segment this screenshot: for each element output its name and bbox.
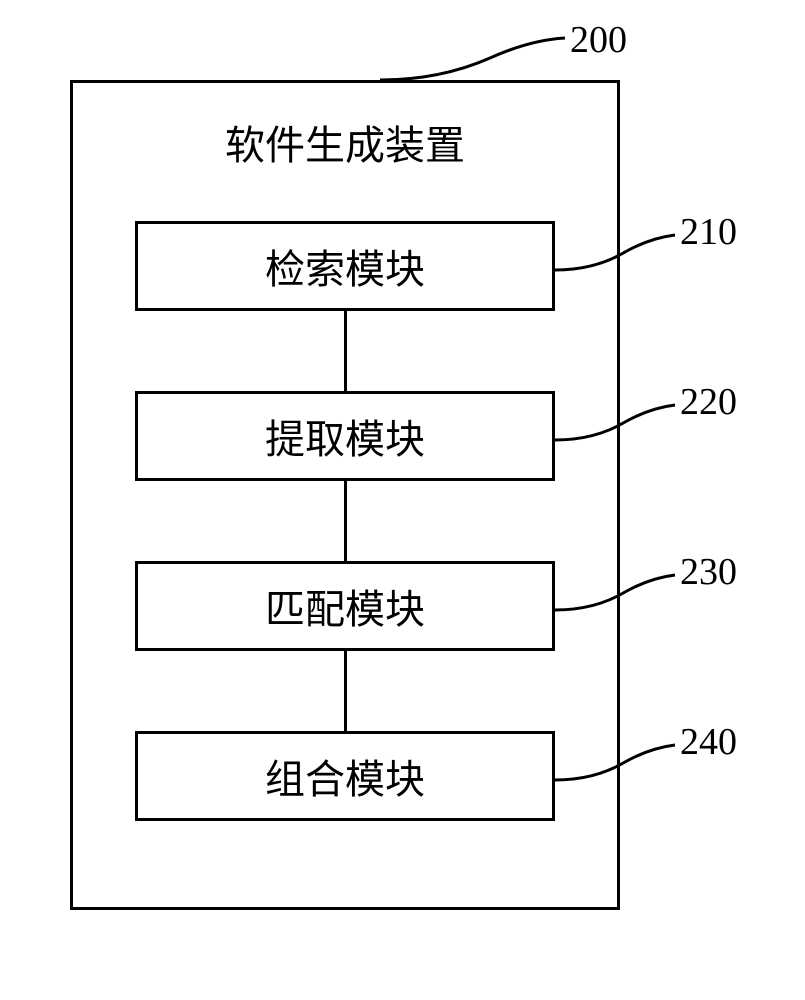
connector-line — [344, 651, 347, 731]
ref-label-container: 200 — [570, 18, 627, 62]
ref-label-module: 230 — [680, 550, 737, 594]
ref-label-module: 210 — [680, 210, 737, 254]
lead-line-module — [555, 230, 685, 280]
module-label: 提取模块 — [265, 407, 425, 465]
module-matching: 匹配模块 — [135, 561, 555, 651]
ref-label-module: 220 — [680, 380, 737, 424]
lead-line-container — [380, 28, 580, 88]
lead-line-module — [555, 570, 685, 620]
module-label: 匹配模块 — [265, 577, 425, 635]
container-title: 软件生成装置 — [73, 113, 617, 171]
module-combination: 组合模块 — [135, 731, 555, 821]
lead-line-module — [555, 740, 685, 790]
connector-line — [344, 311, 347, 391]
device-container: 软件生成装置 检索模块 提取模块 匹配模块 组合模块 — [70, 80, 620, 910]
module-label: 检索模块 — [265, 237, 425, 295]
lead-line-module — [555, 400, 685, 450]
module-retrieval: 检索模块 — [135, 221, 555, 311]
module-extraction: 提取模块 — [135, 391, 555, 481]
ref-label-module: 240 — [680, 720, 737, 764]
connector-line — [344, 481, 347, 561]
module-label: 组合模块 — [265, 747, 425, 805]
